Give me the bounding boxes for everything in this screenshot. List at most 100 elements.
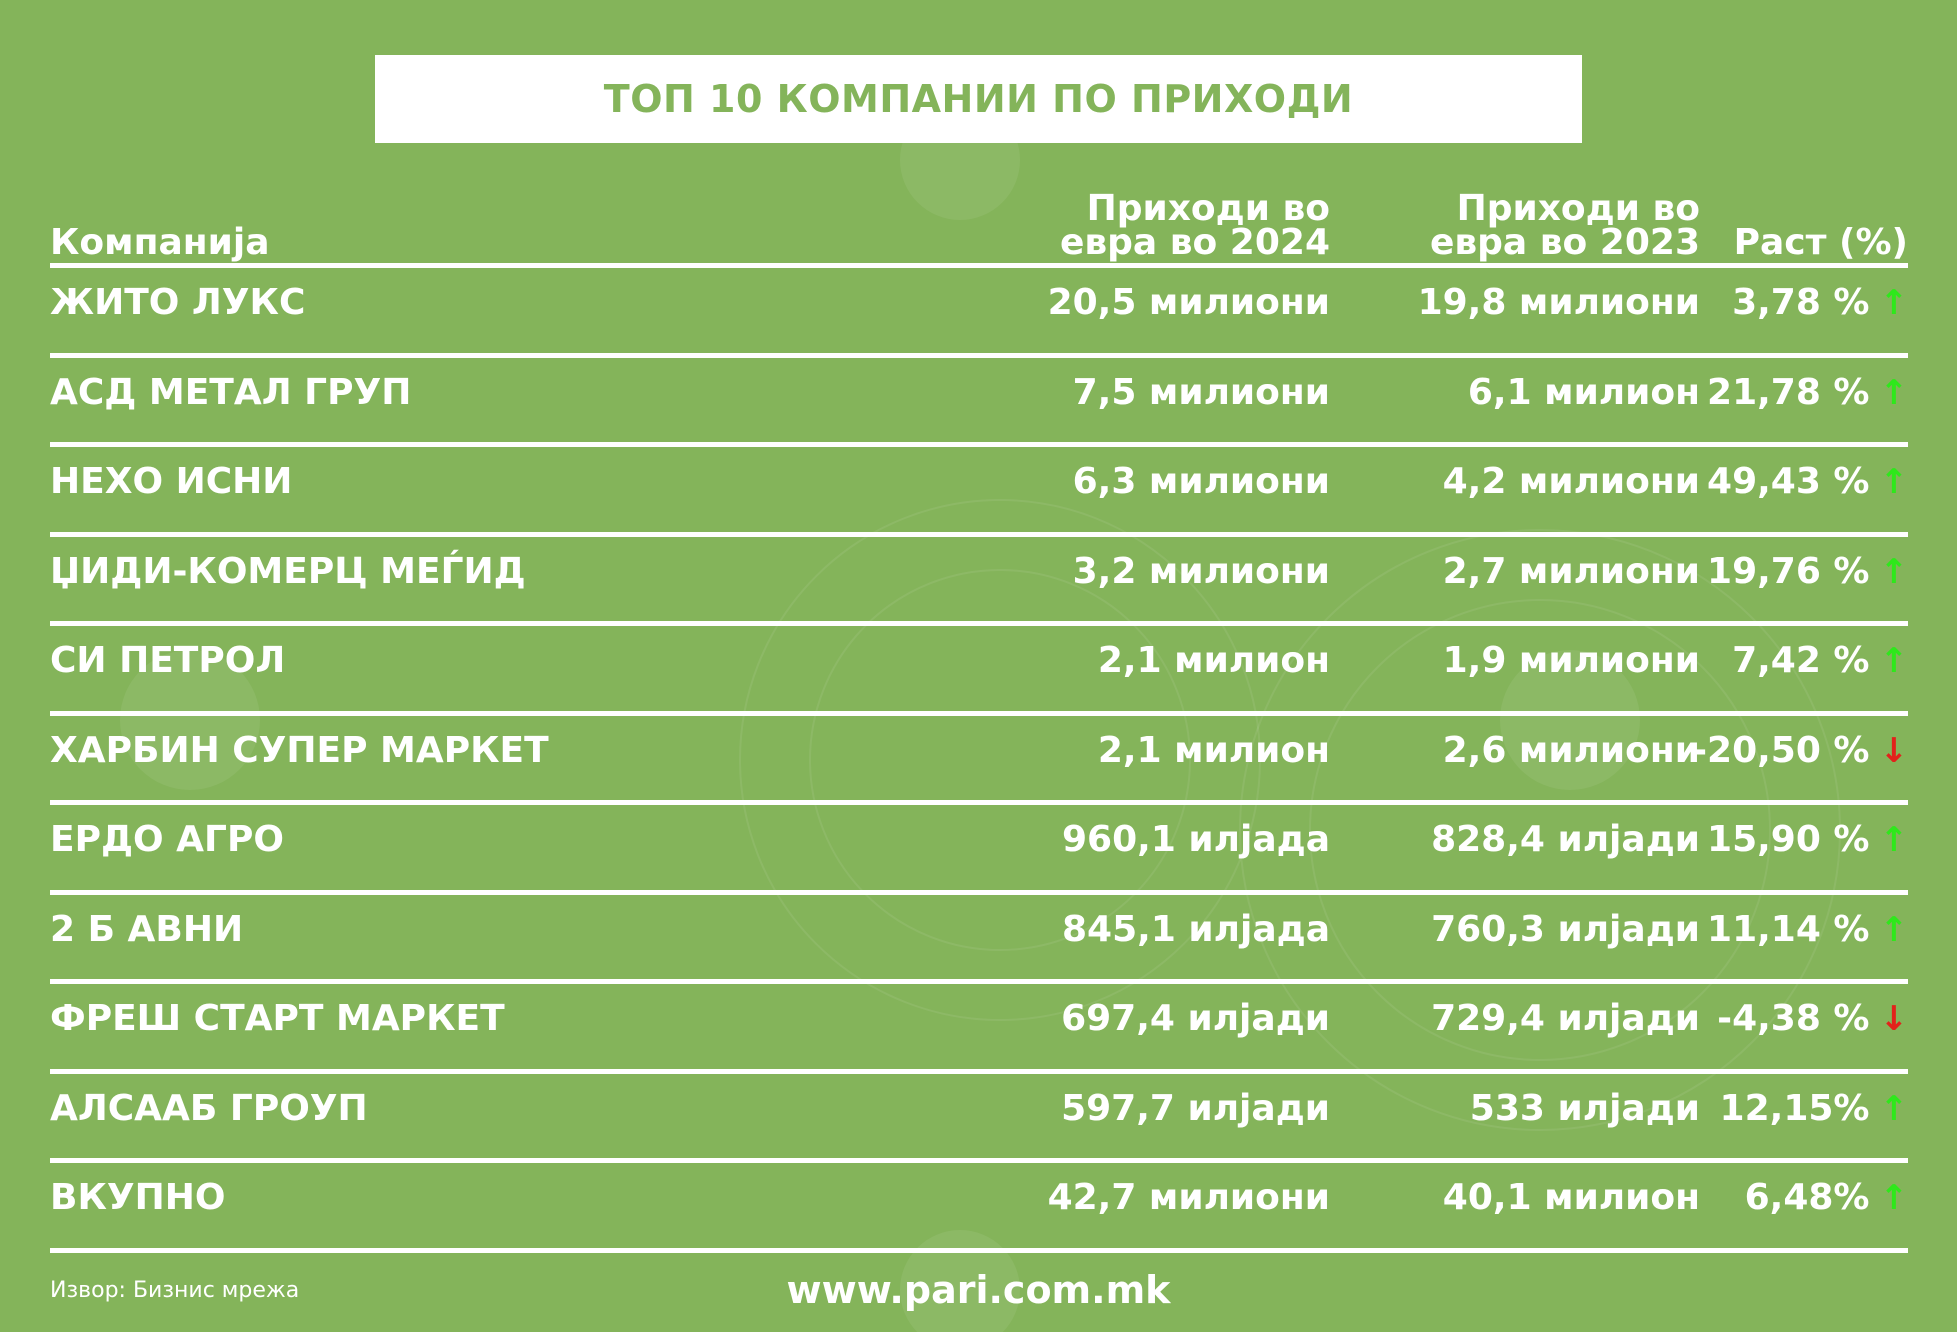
revenue-2024-cell: 42,7 милиони	[1047, 1177, 1330, 1218]
table-row: СИ ПЕТРОЛ 2,1 милион 1,9 милиони 7,42 % ↑	[50, 631, 1908, 691]
growth-cell: 15,90 % ↑	[1707, 810, 1908, 870]
source-note: Извор: Бизнис мрежа	[50, 1278, 300, 1303]
chart-title: ТОП 10 КОМПАНИИ ПО ПРИХОДИ	[603, 77, 1354, 121]
row-divider	[50, 263, 1908, 268]
row-divider	[50, 442, 1908, 447]
arrow-up-icon: ↑	[1879, 462, 1909, 502]
company-cell: ЖИТО ЛУКС	[50, 282, 306, 323]
growth-value: 15,90 %	[1707, 819, 1870, 860]
row-divider	[50, 532, 1908, 537]
company-cell: ВКУПНО	[50, 1177, 226, 1218]
row-divider	[50, 1158, 1908, 1163]
growth-value: 3,78 %	[1732, 282, 1870, 323]
header-revenue-2024-line2: евра во 2024	[1059, 222, 1330, 263]
table-row: ЏИДИ-КОМЕРЦ МЕЃИД 3,2 милиони 2,7 милиони 1…	[50, 542, 1908, 602]
revenue-2024-cell: 697,4 илјади	[1061, 998, 1330, 1039]
company-cell: СИ ПЕТРОЛ	[50, 640, 286, 681]
row-divider	[50, 1248, 1908, 1253]
header-revenue-2023-line1: Приходи во	[1456, 188, 1700, 229]
growth-value: 7,42 %	[1732, 640, 1870, 681]
revenue-2024-cell: 2,1 милион	[1097, 730, 1330, 771]
revenue-2024-cell: 7,5 милиони	[1072, 372, 1330, 413]
growth-value: 49,43 %	[1707, 461, 1870, 502]
arrow-up-icon: ↑	[1879, 910, 1909, 950]
growth-cell: 11,14 % ↑	[1707, 900, 1908, 960]
company-cell: ЕРДО АГРО	[50, 819, 284, 860]
company-cell: НЕХО ИСНИ	[50, 461, 293, 502]
company-cell: ХАРБИН СУПЕР МАРКЕТ	[50, 730, 549, 771]
arrow-up-icon: ↑	[1879, 1178, 1909, 1218]
revenue-2024-cell: 2,1 милион	[1097, 640, 1330, 681]
growth-cell: 12,15% ↑	[1720, 1079, 1908, 1139]
growth-value: 19,76 %	[1707, 551, 1870, 592]
company-cell: АСД МЕТАЛ ГРУП	[50, 372, 412, 413]
revenue-2024-cell: 20,5 милиони	[1047, 282, 1330, 323]
growth-cell: 7,42 % ↑	[1732, 631, 1908, 691]
table-header: Компанија Приходи во евра во 2024 Приход…	[50, 180, 1908, 263]
site-url: www.pari.com.mk	[786, 1268, 1171, 1312]
arrow-up-icon: ↑	[1879, 1089, 1909, 1129]
revenue-2023-cell: 533 илјади	[1469, 1088, 1700, 1129]
arrow-up-icon: ↑	[1879, 283, 1909, 323]
growth-value: -4,38 %	[1717, 998, 1870, 1039]
revenue-2024-cell: 960,1 илјада	[1062, 819, 1330, 860]
arrow-up-icon: ↑	[1879, 373, 1909, 413]
company-cell: ФРЕШ СТАРТ МАРКЕТ	[50, 998, 505, 1039]
header-revenue-2023-line2: евра во 2023	[1429, 222, 1700, 263]
revenue-2023-cell: 729,4 илјади	[1431, 998, 1700, 1039]
table-row: НЕХО ИСНИ 6,3 милиони 4,2 милиони 49,43 % ↑	[50, 452, 1908, 512]
growth-value: 11,14 %	[1707, 909, 1870, 950]
growth-value: 12,15%	[1719, 1088, 1870, 1129]
row-divider	[50, 890, 1908, 895]
revenue-2023-cell: 1,9 милиони	[1442, 640, 1700, 681]
title-box: ТОП 10 КОМПАНИИ ПО ПРИХОДИ	[375, 55, 1582, 143]
row-divider	[50, 800, 1908, 805]
growth-cell: 6,48% ↑	[1745, 1168, 1908, 1228]
growth-cell: -20,50 % ↓	[1692, 721, 1908, 781]
revenue-2023-cell: 2,6 милиони	[1442, 730, 1700, 771]
row-divider	[50, 1069, 1908, 1074]
growth-value: 21,78 %	[1707, 372, 1870, 413]
table-row: АСД МЕТАЛ ГРУП 7,5 милиони 6,1 милион 21,78…	[50, 363, 1908, 423]
revenue-2024-cell: 845,1 илјада	[1062, 909, 1330, 950]
revenue-2023-cell: 4,2 милиони	[1442, 461, 1700, 502]
revenue-2024-cell: 597,7 илјади	[1061, 1088, 1330, 1129]
growth-cell: -4,38 % ↓	[1717, 989, 1908, 1049]
revenue-2023-cell: 40,1 милион	[1442, 1177, 1700, 1218]
company-cell: АЛСААБ ГРОУП	[50, 1088, 368, 1129]
revenue-2024-cell: 3,2 милиони	[1072, 551, 1330, 592]
header-revenue-2024: Приходи во евра во 2024	[1010, 188, 1330, 263]
row-divider	[50, 353, 1908, 358]
table-row: 2 Б АВНИ 845,1 илјада 760,3 илјади 11,14 % ↑	[50, 900, 1908, 960]
arrow-up-icon: ↑	[1879, 552, 1909, 592]
arrow-down-icon: ↓	[1879, 999, 1909, 1039]
table-row: АЛСААБ ГРОУП 597,7 илјади 533 илјади 12,15%…	[50, 1079, 1908, 1139]
header-revenue-2024-line1: Приходи во	[1086, 188, 1330, 229]
company-cell: 2 Б АВНИ	[50, 909, 244, 950]
table-row: ЕРДО АГРО 960,1 илјада 828,4 илјади 15,90 %…	[50, 810, 1908, 870]
header-company: Компанија	[50, 222, 270, 263]
growth-cell: 21,78 % ↑	[1707, 363, 1908, 423]
growth-value: -20,50 %	[1692, 730, 1870, 771]
revenue-2023-cell: 828,4 илјади	[1431, 819, 1700, 860]
table-row: ВКУПНО 42,7 милиони 40,1 милион 6,48% ↑	[50, 1168, 1908, 1228]
revenue-2023-cell: 6,1 милион	[1467, 372, 1700, 413]
growth-cell: 3,78 % ↑	[1732, 273, 1908, 333]
revenue-2024-cell: 6,3 милиони	[1072, 461, 1330, 502]
table-row: ЖИТО ЛУКС 20,5 милиони 19,8 милиони 3,78 % ↑	[50, 273, 1908, 333]
company-cell: ЏИДИ-КОМЕРЦ МЕЃИД	[50, 551, 526, 592]
arrow-up-icon: ↑	[1879, 820, 1909, 860]
arrow-up-icon: ↑	[1879, 641, 1909, 681]
table-row: ХАРБИН СУПЕР МАРКЕТ 2,1 милион 2,6 милиони…	[50, 721, 1908, 781]
revenue-2023-cell: 760,3 илјади	[1431, 909, 1700, 950]
row-divider	[50, 979, 1908, 984]
revenue-2023-cell: 19,8 милиони	[1417, 282, 1700, 323]
growth-value: 6,48%	[1744, 1177, 1870, 1218]
arrow-down-icon: ↓	[1879, 731, 1909, 771]
header-revenue-2023: Приходи во евра во 2023	[1380, 188, 1700, 263]
growth-cell: 49,43 % ↑	[1707, 452, 1908, 512]
header-growth: Раст (%)	[1733, 222, 1908, 263]
table-row: ФРЕШ СТАРТ МАРКЕТ 697,4 илјади 729,4 илјад…	[50, 989, 1908, 1049]
revenue-2023-cell: 2,7 милиони	[1442, 551, 1700, 592]
growth-cell: 19,76 % ↑	[1707, 542, 1908, 602]
